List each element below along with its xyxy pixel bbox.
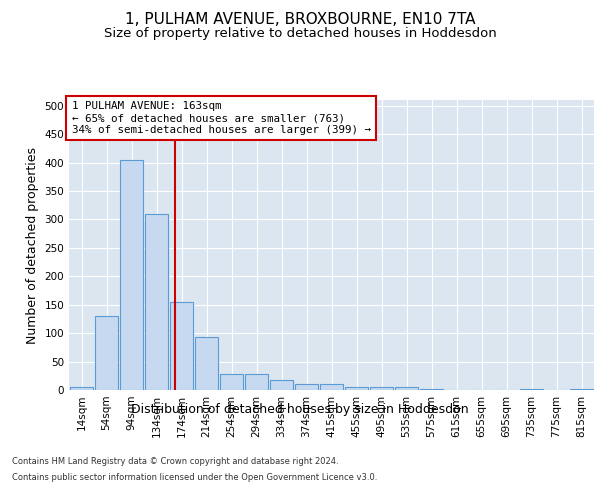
Bar — [395, 386, 418, 390]
Bar — [120, 160, 143, 390]
Bar — [270, 380, 293, 390]
Bar — [145, 214, 168, 390]
Bar — [345, 387, 368, 390]
Bar — [320, 384, 343, 390]
Bar — [370, 386, 393, 390]
Bar — [170, 302, 193, 390]
Bar — [245, 374, 268, 390]
Bar — [220, 374, 243, 390]
Text: Size of property relative to detached houses in Hoddesdon: Size of property relative to detached ho… — [104, 28, 496, 40]
Text: Contains HM Land Registry data © Crown copyright and database right 2024.: Contains HM Land Registry data © Crown c… — [12, 458, 338, 466]
Text: 1 PULHAM AVENUE: 163sqm
← 65% of detached houses are smaller (763)
34% of semi-d: 1 PULHAM AVENUE: 163sqm ← 65% of detache… — [71, 102, 371, 134]
Text: Contains public sector information licensed under the Open Government Licence v3: Contains public sector information licen… — [12, 472, 377, 482]
Text: Distribution of detached houses by size in Hoddesdon: Distribution of detached houses by size … — [131, 402, 469, 415]
Bar — [70, 387, 93, 390]
Bar — [195, 337, 218, 390]
Y-axis label: Number of detached properties: Number of detached properties — [26, 146, 39, 344]
Text: 1, PULHAM AVENUE, BROXBOURNE, EN10 7TA: 1, PULHAM AVENUE, BROXBOURNE, EN10 7TA — [125, 12, 475, 28]
Bar — [295, 384, 318, 390]
Bar — [95, 316, 118, 390]
